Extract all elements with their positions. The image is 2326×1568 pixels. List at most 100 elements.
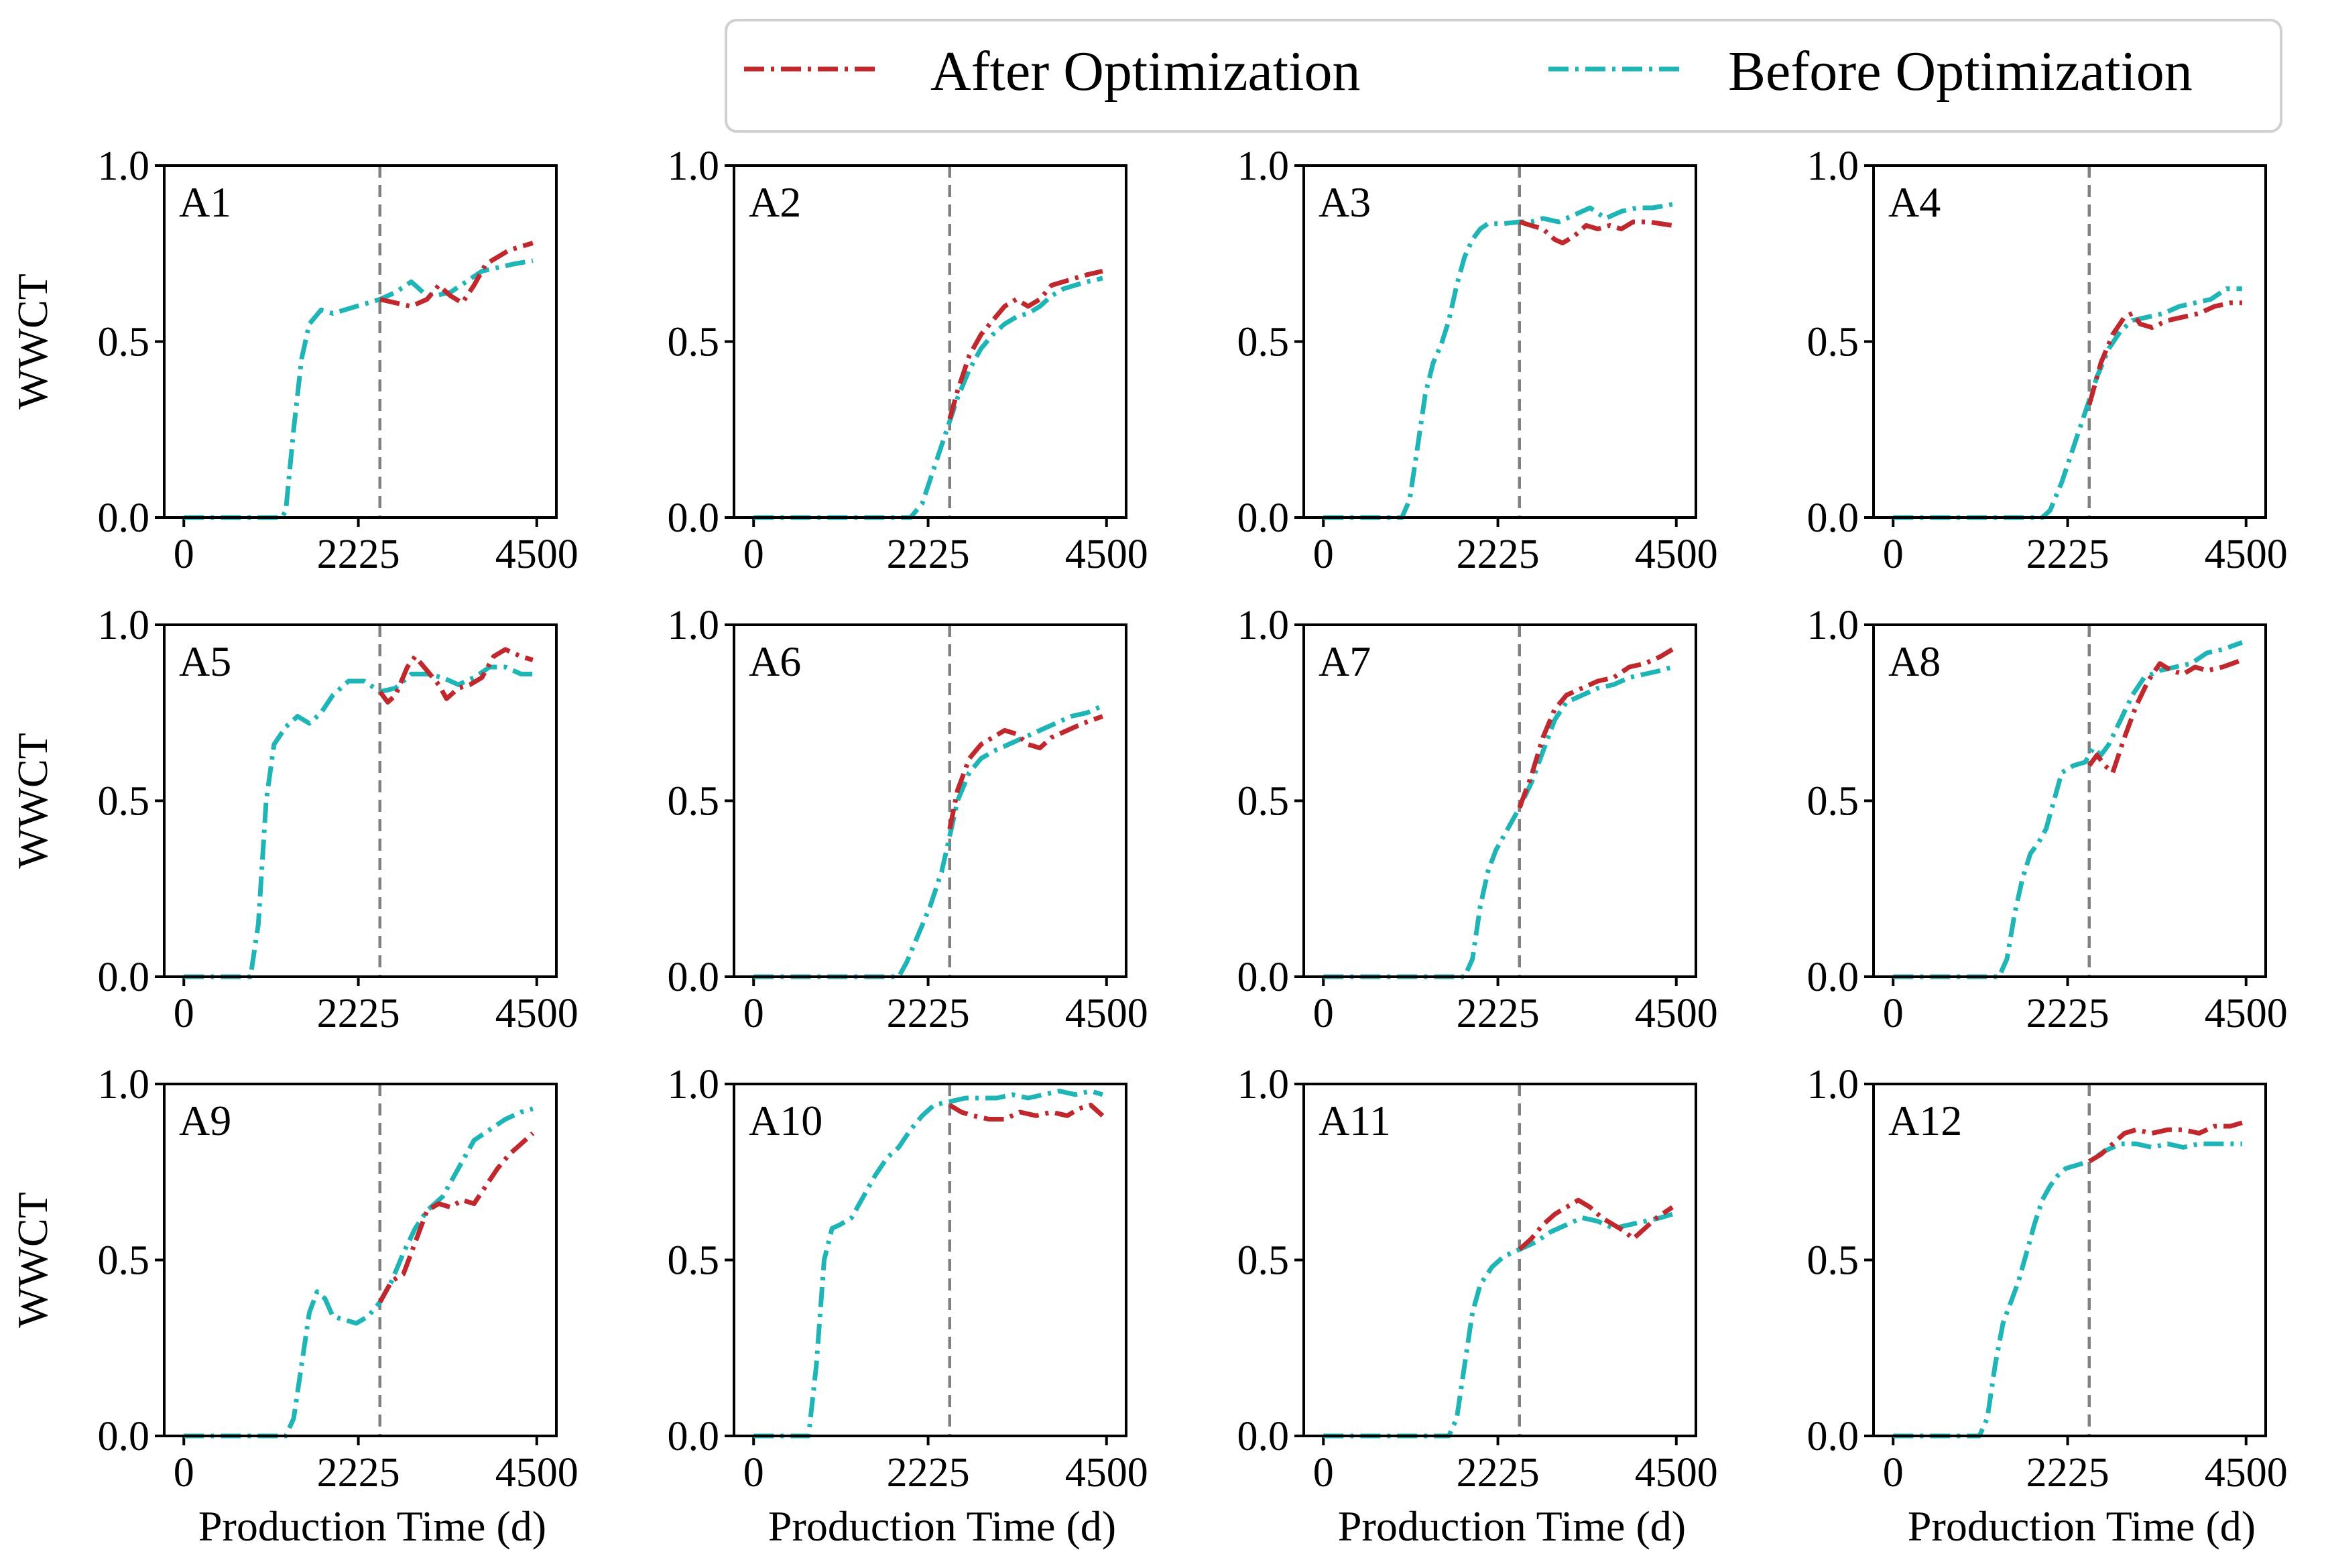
series-before <box>1893 286 2242 520</box>
y-tick-label: 0.0 <box>98 495 150 541</box>
panel-label: A4 <box>1888 178 1941 226</box>
legend-label-after: After Optimization <box>930 40 1360 103</box>
x-tick-label: 0 <box>743 532 764 577</box>
x-tick-label: 2225 <box>887 1450 970 1496</box>
panel-a2: 0.0 0.5 1.0 0 2225 4500 A2 <box>668 143 1148 577</box>
panel-a4: 0.0 0.5 1.0 0 2225 4500 A4 <box>1807 143 2288 577</box>
plot-frame <box>1302 1083 1697 1437</box>
x-axis-title: Production Time (d) <box>198 1502 546 1550</box>
plot-frame <box>1302 164 1697 519</box>
x-tick-label: 0 <box>174 532 194 577</box>
x-tick-label: 0 <box>174 991 194 1036</box>
series-after <box>1518 219 1673 245</box>
y-tick-label: 1.0 <box>1807 603 1859 648</box>
x-tick-label: 4500 <box>2205 532 2288 577</box>
plot-frame <box>733 623 1127 978</box>
x-tick-label: 4500 <box>495 1450 578 1496</box>
x-tick-label: 2225 <box>2026 991 2109 1036</box>
x-tick-label: 2225 <box>2026 532 2109 577</box>
x-tick-label: 0 <box>174 1450 194 1496</box>
y-tick-label: 0.5 <box>98 1238 150 1284</box>
series-after <box>947 714 1104 830</box>
panel-label: A2 <box>749 178 801 226</box>
plot-frame <box>1872 1083 2267 1437</box>
y-tick-label: 0.0 <box>1237 955 1290 1000</box>
series-after <box>377 1131 535 1304</box>
panel-a7: 0.0 0.5 1.0 0 2225 4500 A7 <box>1237 603 1718 1036</box>
series-before <box>753 1089 1103 1439</box>
y-tick-label: 1.0 <box>668 143 720 189</box>
series-before <box>753 703 1104 979</box>
y-tick-label: 1.0 <box>668 603 720 648</box>
x-tick-label: 0 <box>1883 532 1904 577</box>
y-tick-label: 0.5 <box>98 320 150 365</box>
panel-a6: 0.0 0.5 1.0 0 2225 4500 A6 <box>668 603 1148 1036</box>
series-before <box>1893 640 2244 979</box>
series-before <box>1323 1211 1673 1439</box>
x-tick-label: 2225 <box>887 532 970 577</box>
series-after <box>377 647 534 705</box>
y-tick-label: 0.5 <box>98 779 150 825</box>
x-tick-label: 0 <box>1883 1450 1904 1496</box>
panel-a8: 0.0 0.5 1.0 0 2225 4500 A8 <box>1807 603 2288 1036</box>
y-tick-label: 1.0 <box>98 1062 150 1107</box>
y-tick-label: 0.0 <box>668 495 720 541</box>
y-tick-label: 0.0 <box>668 1414 720 1459</box>
y-tick-label: 0.0 <box>1237 1414 1290 1459</box>
plot-frame <box>1302 623 1697 978</box>
x-tick-label: 0 <box>743 1450 764 1496</box>
panel-label: A12 <box>1888 1097 1962 1144</box>
series-before <box>184 1106 534 1439</box>
series-after <box>1518 1197 1674 1252</box>
x-tick-label: 2225 <box>317 991 400 1036</box>
x-tick-label: 2225 <box>887 991 970 1036</box>
y-tick-label: 0.5 <box>1237 779 1290 825</box>
y-tick-label: 0.0 <box>1807 1414 1859 1459</box>
y-tick-label: 1.0 <box>1807 1062 1859 1107</box>
x-tick-label: 4500 <box>2205 991 2288 1036</box>
y-tick-label: 1.0 <box>98 143 150 189</box>
series-before <box>184 258 534 520</box>
x-tick-label: 2225 <box>1457 991 1540 1036</box>
x-tick-label: 0 <box>743 991 764 1036</box>
x-tick-label: 4500 <box>1065 532 1148 577</box>
y-tick-label: 0.5 <box>668 779 720 825</box>
y-tick-label: 1.0 <box>1807 143 1859 189</box>
y-tick-label: 0.5 <box>1807 1238 1859 1284</box>
x-axis-title: Production Time (d) <box>1338 1502 1686 1550</box>
x-tick-label: 4500 <box>495 532 578 577</box>
legend-box <box>725 19 2282 133</box>
series-before <box>1323 664 1673 979</box>
panel-label: A10 <box>749 1097 822 1144</box>
series-before <box>1323 202 1673 520</box>
series-after <box>1517 647 1674 809</box>
x-tick-label: 2225 <box>1457 1450 1540 1496</box>
panel-a1: 0.0 0.5 1.0 0 2225 4500 A1 WWCT <box>9 143 578 577</box>
y-tick-label: 1.0 <box>1237 1062 1290 1107</box>
y-tick-label: 1.0 <box>1237 603 1290 648</box>
x-tick-label: 4500 <box>1635 532 1718 577</box>
x-tick-label: 4500 <box>495 991 578 1036</box>
panel-label: A11 <box>1319 1097 1391 1144</box>
legend: After Optimization Before Optimization <box>725 19 2282 133</box>
x-tick-label: 0 <box>1883 991 1904 1036</box>
x-axis-title: Production Time (d) <box>1908 1502 2256 1550</box>
x-tick-label: 4500 <box>1635 991 1718 1036</box>
x-tick-label: 2225 <box>2026 1450 2109 1496</box>
plot-frame <box>1872 623 2267 978</box>
series-after <box>948 1103 1105 1122</box>
plot-frame <box>733 164 1127 519</box>
x-tick-label: 2225 <box>317 532 400 577</box>
x-tick-label: 0 <box>1313 532 1334 577</box>
plot-frame <box>163 164 558 519</box>
series-after <box>2087 300 2242 406</box>
y-tick-label: 0.5 <box>1237 320 1290 365</box>
y-tick-label: 0.0 <box>668 955 720 1000</box>
y-tick-label: 1.0 <box>98 603 150 648</box>
panel-label: A7 <box>1319 638 1371 685</box>
series-before <box>1893 1141 2242 1439</box>
panel-label: A6 <box>749 638 801 685</box>
x-tick-label: 4500 <box>1065 991 1148 1036</box>
series-after <box>379 241 534 309</box>
